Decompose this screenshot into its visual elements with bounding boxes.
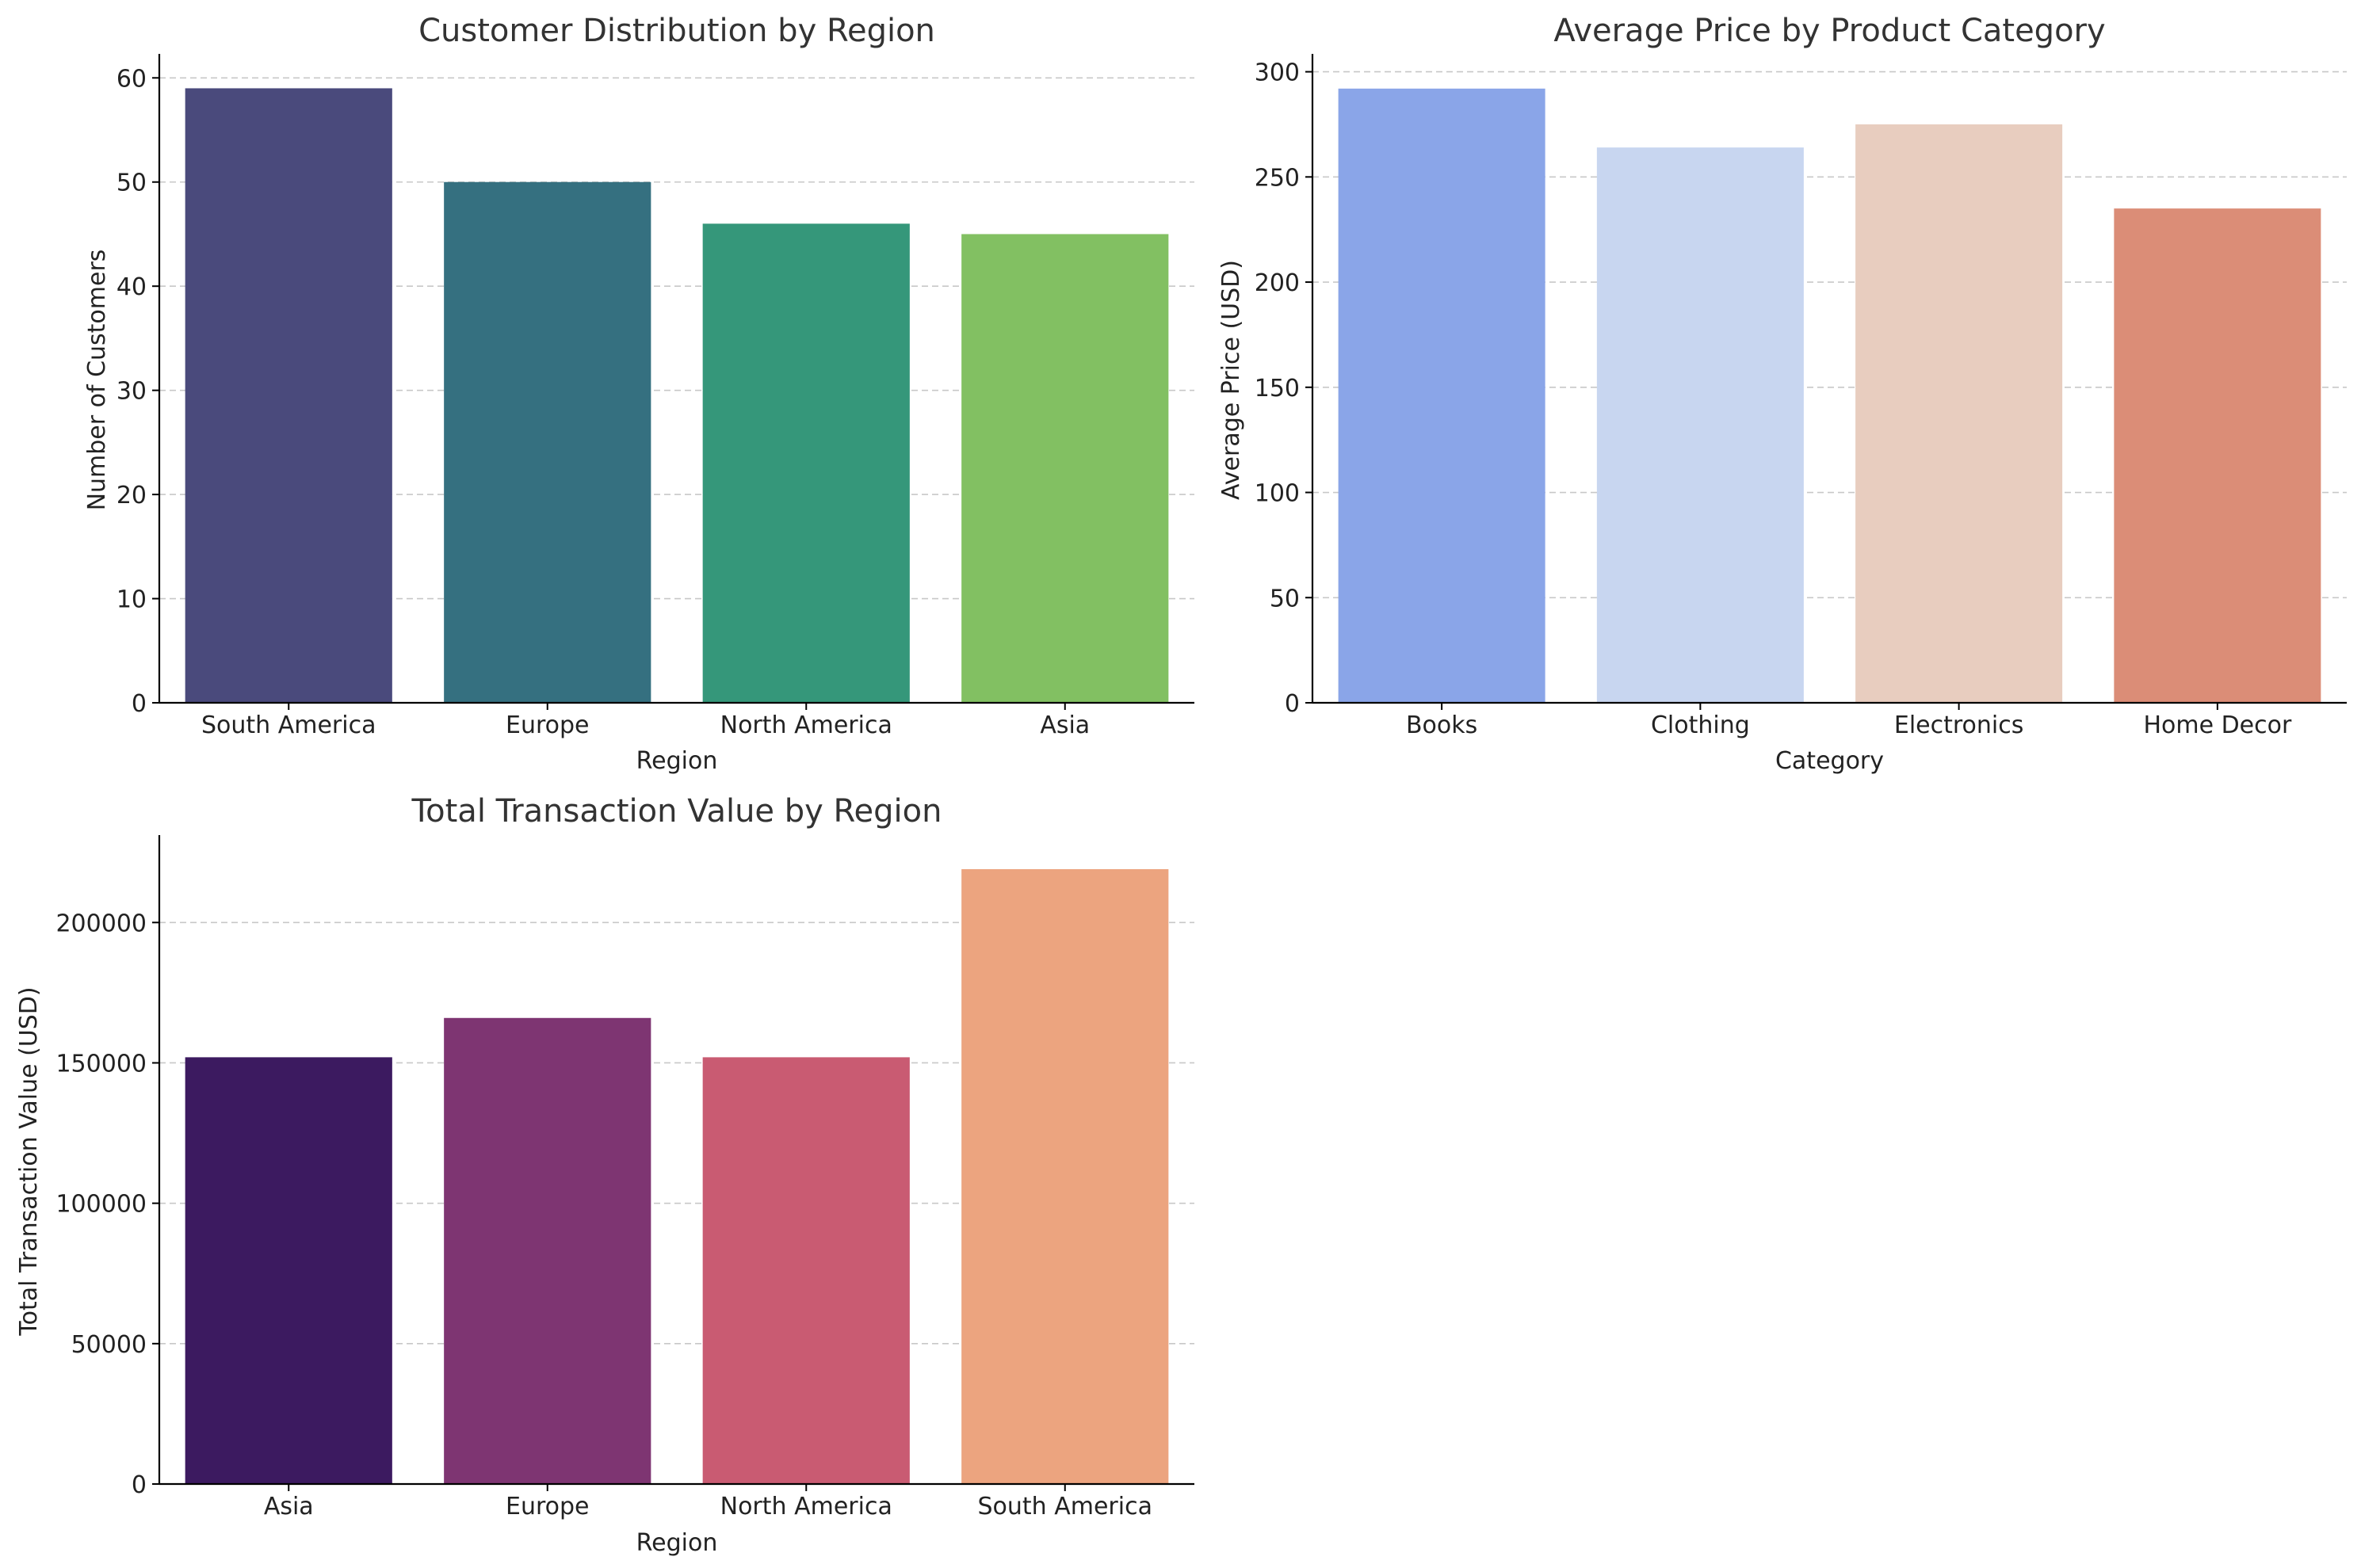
chart-2-x-tick-label: Books [1406,712,1477,739]
chart-3-x-tick-label: North America [720,1493,892,1520]
chart-2-y-tick-label: 50 [1270,585,1300,612]
chart-2-title: Average Price by Product Category [1553,13,2105,49]
chart-3-ticks: 0 50000 100000 150000 200000 Asia Europe North … [55,910,1152,1520]
chart-2-x-tick-label: Home Decor [2143,712,2292,739]
chart-3-bars [185,868,1169,1484]
chart-1-y-tick-label: 40 [117,273,147,301]
chart-1-x-tick-label: Europe [506,712,590,739]
chart-2-y-tick-label: 200 [1255,269,1300,297]
chart-customer-distribution: 0 10 20 30 40 50 60 South America Europe North Am… [83,13,1194,775]
chart-1-x-tick-label: North America [720,712,892,739]
chart-1-y-tick-label: 0 [132,690,147,718]
chart-1-y-tick-label: 60 [117,65,147,93]
chart-2-y-axis-label: Average Price (USD) [1217,260,1245,500]
chart-1-bar-north-america [702,223,910,703]
chart-1-bars [185,88,1169,703]
chart-3-grid [159,921,1194,1345]
chart-2-y-tick-label: 300 [1255,59,1300,87]
chart-2-bar-home-decor [2114,208,2321,703]
chart-1-y-tick-label: 20 [117,482,147,509]
chart-2-y-tick-label: 150 [1255,375,1300,402]
chart-3-y-tick-label: 150000 [55,1050,147,1078]
chart-1-y-axis-label: Number of Customers [83,250,111,511]
chart-3-y-tick-label: 100000 [55,1191,147,1219]
chart-1-x-tick-label: South America [201,712,376,739]
chart-2-x-tick-label: Electronics [1894,712,2024,739]
chart-2-bar-clothing [1596,147,1804,704]
chart-2-bar-electronics [1855,124,2063,703]
chart-2-ticks: 0 50 100 150 200 250 300 Books Clothing Electroni… [1255,59,2292,739]
chart-1-x-tick-label: Asia [1040,712,1090,739]
chart-1-bar-asia [961,234,1169,703]
chart-1-ticks: 0 10 20 30 40 50 60 South America Europe North Am… [117,65,1090,739]
chart-3-x-tick-label: Asia [264,1493,314,1520]
chart-2-bar-books [1338,88,1545,703]
chart-3-y-tick-label: 200000 [55,910,147,937]
chart-1-grid [159,77,1194,600]
chart-3-bar-europe [444,1017,651,1484]
chart-2-bars [1338,88,2321,704]
chart-3-y-axis-label: Total Transaction Value (USD) [15,986,43,1336]
chart-3-bar-south-america [961,868,1169,1484]
chart-2-grid [1312,71,2347,599]
chart-1-y-tick-label: 10 [117,586,147,614]
chart-3-y-tick-label: 0 [132,1471,147,1499]
chart-1-title: Customer Distribution by Region [418,13,935,49]
chart-1-bar-europe [444,181,651,703]
chart-total-transaction-value: 0 50000 100000 150000 200000 Asia Europe North … [15,793,1194,1557]
chart-1-y-tick-label: 30 [117,378,147,406]
chart-3-x-tick-label: Europe [506,1493,590,1520]
chart-2-y-tick-label: 250 [1255,164,1300,192]
chart-1-y-tick-label: 50 [117,170,147,197]
chart-1-bar-south-america [185,88,392,703]
chart-2-x-tick-label: Clothing [1651,712,1750,739]
chart-2-x-axis-label: Category [1775,747,1884,775]
chart-2-y-tick-label: 100 [1255,480,1300,508]
chart-1-x-axis-label: Region [636,747,718,775]
chart-3-y-tick-label: 50000 [71,1331,147,1359]
chart-3-bar-asia [185,1057,392,1484]
chart-2-y-tick-label: 0 [1285,690,1300,718]
chart-3-x-axis-label: Region [636,1529,718,1557]
chart-average-price: 0 50 100 150 200 250 300 Books Clothing Electroni… [1217,13,2347,775]
chart-3-x-tick-label: South America [978,1493,1152,1520]
chart-3-title: Total Transaction Value by Region [411,793,942,830]
chart-3-bar-north-america [702,1057,910,1484]
